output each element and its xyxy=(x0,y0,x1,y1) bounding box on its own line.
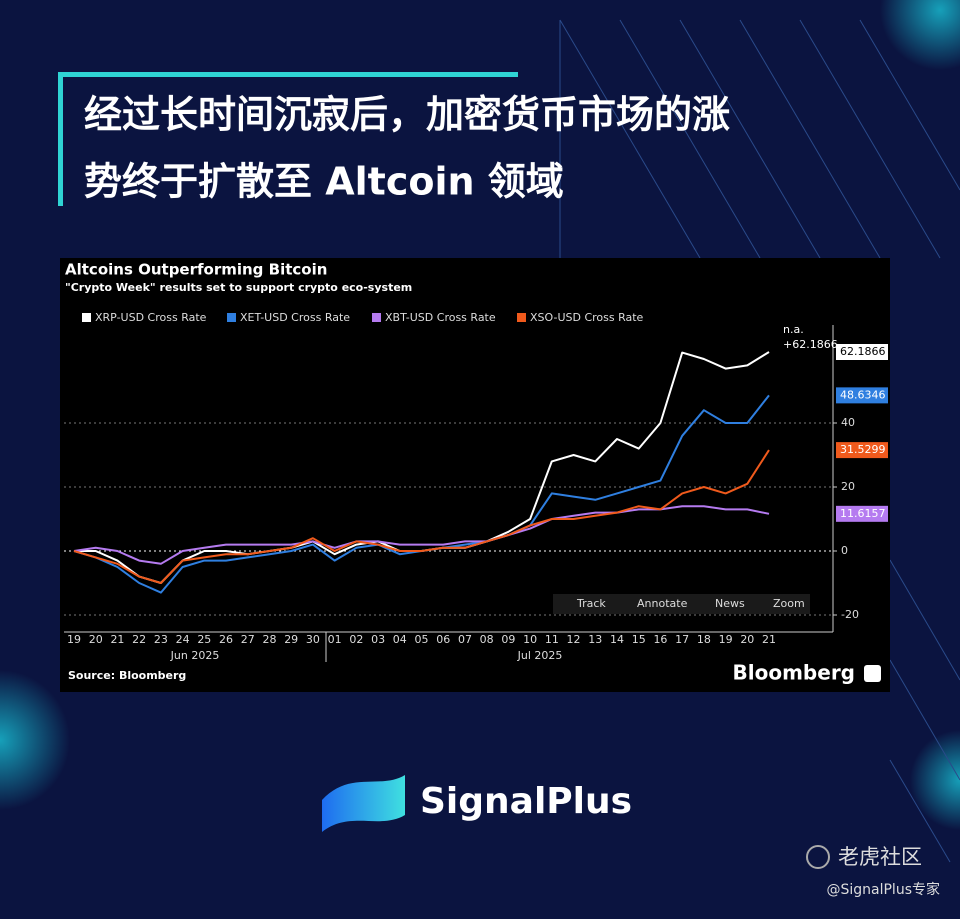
x-tick-label: 24 xyxy=(176,633,190,646)
x-tick-label: 20 xyxy=(89,633,103,646)
value-label: 62.1866 xyxy=(840,345,886,358)
x-tick-label: 13 xyxy=(588,633,602,646)
x-tick-label: 11 xyxy=(545,633,559,646)
glow xyxy=(0,670,70,810)
legend-label: XET-USD Cross Rate xyxy=(240,311,350,324)
legend-label: XRP-USD Cross Rate xyxy=(95,311,207,324)
annotation: +62.1866 xyxy=(783,338,838,351)
x-tick-label: 02 xyxy=(349,633,363,646)
x-tick-label: 20 xyxy=(740,633,754,646)
value-box xyxy=(836,387,888,404)
x-tick-label: 14 xyxy=(610,633,624,646)
x-tick-label: 30 xyxy=(306,633,320,646)
x-tick-label: 18 xyxy=(697,633,711,646)
chart-title: Altcoins Outperforming Bitcoin xyxy=(65,261,327,279)
x-tick-label: 22 xyxy=(132,633,146,646)
x-tick-label: 17 xyxy=(675,633,689,646)
x-tick-label: 07 xyxy=(458,633,472,646)
value-box xyxy=(836,442,888,459)
x-tick-label: 09 xyxy=(501,633,515,646)
x-tick-label: 03 xyxy=(371,633,385,646)
x-tick-label: 19 xyxy=(719,633,733,646)
series-line xyxy=(73,449,770,584)
legend-swatch xyxy=(372,313,381,322)
x-tick-label: 27 xyxy=(241,633,255,646)
chart-panel xyxy=(60,258,890,692)
brand-icon xyxy=(864,665,881,682)
watermark-icon xyxy=(806,845,830,869)
x-tick-label: 21 xyxy=(762,633,776,646)
x-tick-label: 28 xyxy=(262,633,276,646)
source: Source: Bloomberg xyxy=(68,669,186,682)
x-tick-label: 15 xyxy=(632,633,646,646)
glow xyxy=(910,730,960,830)
legend-swatch xyxy=(227,313,236,322)
value-box xyxy=(836,344,888,361)
headline: 势终于扩散至 Altcoin 领域 xyxy=(84,160,564,204)
value-label: 31.5299 xyxy=(840,443,886,456)
x-tick-label: 01 xyxy=(328,633,342,646)
glow xyxy=(880,0,960,70)
legend-swatch xyxy=(82,313,91,322)
x-tick-label: 16 xyxy=(653,633,667,646)
y-tick-label: 0 xyxy=(841,544,848,557)
legend-label: XSO-USD Cross Rate xyxy=(530,311,644,324)
toolbar-button[interactable]: Annotate xyxy=(637,597,688,610)
y-tick-label: -20 xyxy=(841,608,859,621)
logo-text: SignalPlus xyxy=(420,781,632,822)
x-tick-label: 06 xyxy=(436,633,450,646)
x-tick-label: 26 xyxy=(219,633,233,646)
y-tick-label: 40 xyxy=(841,416,855,429)
chart-subtitle: "Crypto Week" results set to support cry… xyxy=(65,281,412,294)
x-tick-label: 12 xyxy=(567,633,581,646)
x-tick-label: 19 xyxy=(67,633,81,646)
value-box xyxy=(836,505,888,522)
watermark: 老虎社区 xyxy=(838,845,922,869)
annotation: n.a. xyxy=(783,323,804,336)
toolbar-button[interactable]: Track xyxy=(576,597,606,610)
headline: 经过长时间沉寂后，加密货币市场的涨 xyxy=(84,93,730,137)
chart: Altcoins Outperforming Bitcoin "Crypto W… xyxy=(60,258,890,692)
logo-mark xyxy=(322,775,405,832)
month-label: Jun 2025 xyxy=(170,649,220,662)
x-tick-label: 29 xyxy=(284,633,298,646)
x-tick-label: 25 xyxy=(197,633,211,646)
x-tick-label: 08 xyxy=(480,633,494,646)
x-tick-label: 04 xyxy=(393,633,407,646)
month-label: Jul 2025 xyxy=(517,649,563,662)
x-tick-label: 23 xyxy=(154,633,168,646)
toolbar xyxy=(553,594,810,614)
accent-bar xyxy=(58,72,63,206)
y-tick-label: 20 xyxy=(841,480,855,493)
toolbar-button[interactable]: News xyxy=(715,597,745,610)
legend-swatch xyxy=(517,313,526,322)
series-line xyxy=(73,505,770,565)
x-tick-label: 21 xyxy=(110,633,124,646)
handle: @SignalPlus专家 xyxy=(826,881,940,898)
toolbar-button[interactable]: Zoom xyxy=(773,597,805,610)
value-label: 48.6346 xyxy=(840,388,886,401)
x-tick-label: 05 xyxy=(415,633,429,646)
legend-label: XBT-USD Cross Rate xyxy=(385,311,496,324)
decor-lines xyxy=(559,19,960,863)
accent-bar xyxy=(58,72,518,77)
x-tick-label: 10 xyxy=(523,633,537,646)
brand: Bloomberg xyxy=(733,661,855,685)
value-label: 11.6157 xyxy=(840,507,886,520)
